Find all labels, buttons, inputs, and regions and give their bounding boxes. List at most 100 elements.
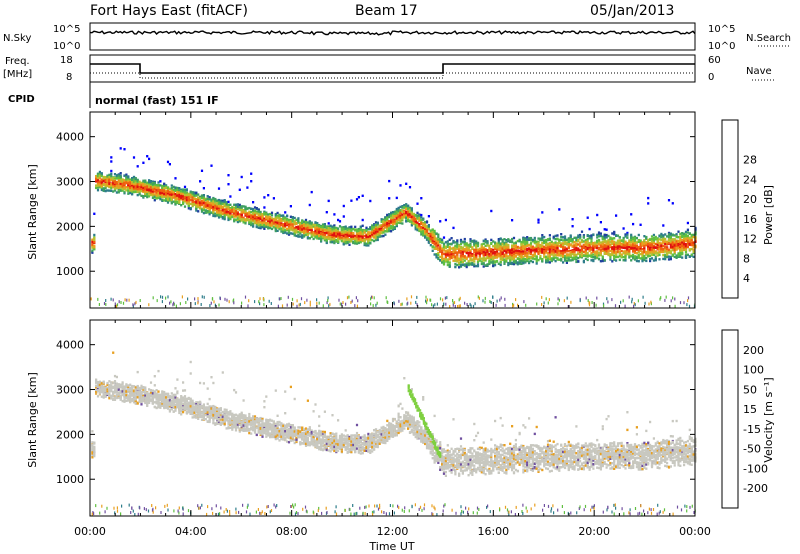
range-gate-cell xyxy=(569,259,572,262)
range-gate-cell xyxy=(276,219,279,222)
range-gate-cell xyxy=(331,238,334,241)
range-gate-cell xyxy=(605,245,608,248)
range-gate-cell xyxy=(214,209,217,212)
range-gate-cell xyxy=(609,255,612,259)
range-gate-cell xyxy=(397,207,400,210)
range-gate-cell xyxy=(110,169,113,173)
range-gate-cell xyxy=(420,216,423,219)
range-gate-cell xyxy=(439,240,442,244)
range-gate-cell xyxy=(531,254,534,257)
range-gate-cell xyxy=(115,182,118,186)
range-gate-cell xyxy=(480,251,483,254)
range-gate-cell xyxy=(494,244,497,247)
range-gate-cell xyxy=(433,253,436,256)
range-gate-cell xyxy=(236,205,239,208)
range-gate-cell xyxy=(106,179,109,183)
range-gate-cell xyxy=(246,213,249,217)
range-gate-cell xyxy=(390,211,393,214)
range-gate-cell xyxy=(176,191,179,194)
range-gate-cell xyxy=(410,207,413,211)
range-gate-cell xyxy=(157,186,160,189)
range-gate-cell xyxy=(380,220,383,223)
range-gate-cell xyxy=(280,218,283,221)
range-gate-cell xyxy=(144,184,147,187)
range-gate-cell xyxy=(425,220,429,223)
range-gate-cell xyxy=(98,173,101,176)
range-gate-cell xyxy=(352,228,355,231)
range-gate-cell xyxy=(327,199,330,203)
range-gate-cell xyxy=(427,228,430,231)
range-gate-cell xyxy=(161,195,164,199)
range-gate-cell xyxy=(461,254,464,257)
range-gate-cell xyxy=(286,215,289,218)
range-gate-cell xyxy=(115,186,118,190)
range-gate-cell xyxy=(123,148,126,151)
range-gate-cell xyxy=(537,218,540,221)
range-gate-cell xyxy=(212,214,215,218)
range-gate-cell xyxy=(459,240,463,243)
range-gate-cell xyxy=(337,240,340,243)
range-gate-cell xyxy=(146,155,149,158)
range-gate-cell xyxy=(91,240,94,244)
range-gate-cell xyxy=(146,195,149,199)
range-gate-cell xyxy=(463,250,466,253)
range-gate-cell xyxy=(342,242,345,245)
range-gate-cell xyxy=(395,214,398,217)
range-gate-cell xyxy=(306,225,309,228)
range-gate-cell xyxy=(344,240,347,244)
range-gate-cell xyxy=(620,244,623,247)
range-gate-cell xyxy=(537,237,540,240)
range-gate-cell xyxy=(96,186,100,189)
range-gate-cell xyxy=(492,251,495,254)
range-gate-cell xyxy=(533,254,536,258)
range-gate-cell xyxy=(478,247,481,251)
range-gate-cell xyxy=(531,246,534,249)
range-gate-cell xyxy=(348,228,351,231)
range-gate-cell xyxy=(267,194,270,197)
range-gate-cell xyxy=(378,224,381,227)
range-gate-cell xyxy=(554,259,557,263)
range-gate-cell xyxy=(597,247,601,250)
range-gate-cell xyxy=(448,246,451,250)
range-gate-cell xyxy=(287,229,291,233)
range-gate-cell xyxy=(132,182,136,185)
range-gate-cell xyxy=(395,207,398,211)
range-gate-cell xyxy=(503,255,506,258)
range-gate-cell xyxy=(518,257,521,261)
range-gate-cell xyxy=(206,206,209,210)
range-gate-cell xyxy=(208,196,211,199)
range-gate-cell xyxy=(272,222,275,225)
range-gate-cell xyxy=(533,240,536,244)
range-gate-cell xyxy=(121,187,124,190)
range-gate-cell xyxy=(229,208,232,211)
range-gate-cell xyxy=(267,217,270,220)
range-gate-cell xyxy=(427,215,430,218)
range-gate-cell xyxy=(151,189,154,193)
range-gate-cell xyxy=(352,232,355,235)
range-gate-cell xyxy=(363,234,366,238)
range-gate-cell xyxy=(263,219,266,222)
range-gate-cell xyxy=(125,178,128,181)
range-gate-cell xyxy=(189,202,192,205)
range-gate-cell xyxy=(132,183,136,187)
range-gate-cell xyxy=(274,223,277,226)
range-gate-cell xyxy=(221,208,224,211)
range-gate-cell xyxy=(329,235,332,239)
range-gate-cell xyxy=(488,246,491,250)
range-gate-cell xyxy=(397,209,400,212)
range-gate-cell xyxy=(507,257,510,260)
range-gate-cell xyxy=(601,240,604,244)
range-gate-cell xyxy=(427,241,430,244)
range-gate-cell xyxy=(193,200,196,204)
range-gate-cell xyxy=(265,218,268,221)
range-gate-cell xyxy=(416,214,419,217)
range-gate-cell xyxy=(229,203,232,206)
range-gate-cell xyxy=(238,188,241,191)
range-gate-cell xyxy=(261,214,264,217)
range-gate-cell xyxy=(580,230,584,233)
range-gate-cell xyxy=(433,238,436,241)
range-gate-cell xyxy=(354,236,357,240)
range-gate-cell xyxy=(361,230,364,233)
range-gate-cell xyxy=(263,227,266,230)
range-gate-cell xyxy=(463,264,466,267)
